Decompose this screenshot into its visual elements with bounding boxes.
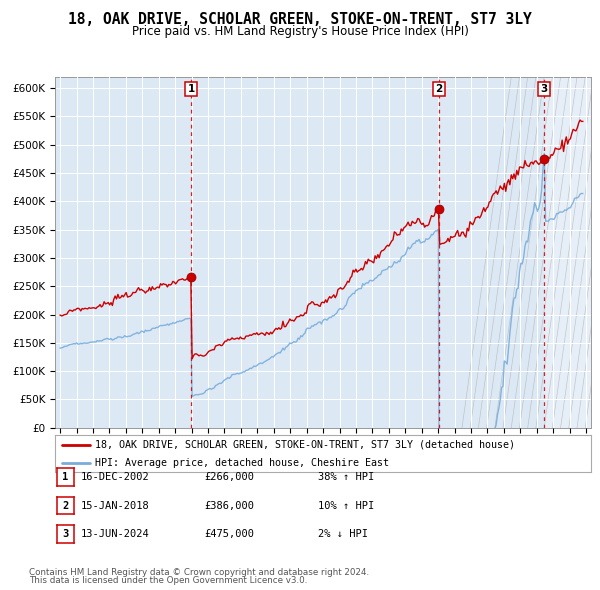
Text: 2% ↓ HPI: 2% ↓ HPI (318, 529, 368, 539)
Text: Price paid vs. HM Land Registry's House Price Index (HPI): Price paid vs. HM Land Registry's House … (131, 25, 469, 38)
Text: 18, OAK DRIVE, SCHOLAR GREEN, STOKE-ON-TRENT, ST7 3LY: 18, OAK DRIVE, SCHOLAR GREEN, STOKE-ON-T… (68, 12, 532, 27)
Bar (544, 77, 600, 428)
Text: This data is licensed under the Open Government Licence v3.0.: This data is licensed under the Open Gov… (29, 576, 307, 585)
Text: HPI: Average price, detached house, Cheshire East: HPI: Average price, detached house, Ches… (95, 458, 389, 468)
Text: 3: 3 (541, 84, 548, 94)
Text: 13-JUN-2024: 13-JUN-2024 (81, 529, 150, 539)
Text: 1: 1 (62, 473, 68, 482)
Text: £266,000: £266,000 (204, 473, 254, 482)
Text: 15-JAN-2018: 15-JAN-2018 (81, 501, 150, 510)
Text: £475,000: £475,000 (204, 529, 254, 539)
Text: 10% ↑ HPI: 10% ↑ HPI (318, 501, 374, 510)
Text: 2: 2 (435, 84, 442, 94)
Text: 2: 2 (62, 501, 68, 510)
Text: £386,000: £386,000 (204, 501, 254, 510)
Text: 38% ↑ HPI: 38% ↑ HPI (318, 473, 374, 482)
Text: 3: 3 (62, 529, 68, 539)
Text: 1: 1 (187, 84, 194, 94)
Text: 18, OAK DRIVE, SCHOLAR GREEN, STOKE-ON-TRENT, ST7 3LY (detached house): 18, OAK DRIVE, SCHOLAR GREEN, STOKE-ON-T… (95, 440, 515, 450)
Text: Contains HM Land Registry data © Crown copyright and database right 2024.: Contains HM Land Registry data © Crown c… (29, 568, 369, 577)
Text: 16-DEC-2002: 16-DEC-2002 (81, 473, 150, 482)
